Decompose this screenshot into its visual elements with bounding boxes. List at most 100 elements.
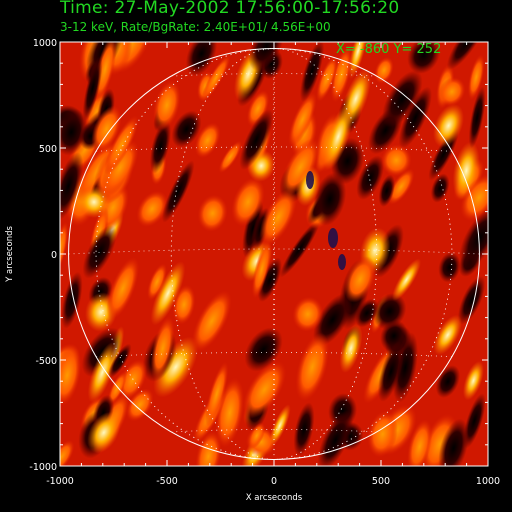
fringe-blob xyxy=(378,174,395,207)
fringe-blob xyxy=(251,239,272,299)
fringe-blob xyxy=(239,108,274,171)
x-axis-label: X arcseconds xyxy=(246,493,303,503)
fringe-blob xyxy=(257,257,282,302)
heatmap-image xyxy=(60,42,488,466)
fringe-blob xyxy=(136,190,168,227)
fringe-blob xyxy=(279,219,321,278)
y-tick-label: 0 xyxy=(51,250,57,261)
y-tick-label: 1000 xyxy=(33,38,57,49)
fringe-blob xyxy=(339,323,363,373)
fringe-blob xyxy=(218,140,243,174)
fringe-blob xyxy=(299,42,325,103)
fringe-blob xyxy=(153,336,199,398)
fringe-blob xyxy=(313,172,347,226)
fringe-blob xyxy=(433,314,462,356)
fringe-blob xyxy=(194,122,221,159)
x-tick-label: 500 xyxy=(372,476,390,487)
fringe-blob xyxy=(317,410,354,466)
fringe-blob xyxy=(150,316,175,381)
fringe-blob xyxy=(356,155,385,200)
fringe-blob xyxy=(150,261,186,326)
fringe-blob xyxy=(316,55,338,102)
fringe-blob xyxy=(205,361,229,427)
fringe-blob xyxy=(377,341,405,402)
fringe-blob xyxy=(60,152,84,221)
fringe-blob xyxy=(382,70,423,128)
fringe-blob xyxy=(293,402,315,457)
fringe-blob xyxy=(462,361,484,401)
fringe-blob xyxy=(468,86,486,149)
fringe-blob xyxy=(107,371,127,406)
cursor-coordinate-readout: X= -860 Y= 252 xyxy=(336,42,442,57)
x-tick-label: 1000 xyxy=(476,476,500,487)
fringe-blob xyxy=(60,108,88,156)
x-tick-label: -1000 xyxy=(46,476,74,487)
fringe-blob xyxy=(268,404,291,448)
fringe-blob xyxy=(108,343,132,378)
fringe-blob xyxy=(292,296,324,332)
fringe-blob xyxy=(244,327,283,372)
fringe-blob xyxy=(106,256,140,320)
longitude-grid-line xyxy=(95,48,453,460)
dark-core-blob xyxy=(338,254,346,270)
fringe-blob xyxy=(407,42,441,74)
fringe-blob xyxy=(149,119,171,174)
fringe-blob xyxy=(153,80,181,130)
y-tick-label: 500 xyxy=(39,144,57,155)
y-tick-label: -1000 xyxy=(29,462,57,473)
x-tick-label: -500 xyxy=(156,476,178,487)
longitude-grid-line xyxy=(170,48,378,460)
fringe-blob xyxy=(407,419,433,466)
fringe-blob xyxy=(313,293,353,346)
fringe-blob xyxy=(372,293,407,330)
fringe-blob xyxy=(398,86,432,149)
fringe-blob xyxy=(242,360,287,419)
fringe-blob xyxy=(248,422,266,449)
fringe-blob xyxy=(191,290,232,352)
fringe-blob xyxy=(126,388,154,422)
fringe-blob xyxy=(103,115,139,175)
fringe-blob xyxy=(231,177,265,227)
energy-rate-subtitle: 3-12 keV, Rate/BgRate: 2.40E+01/ 4.56E+0… xyxy=(60,20,331,34)
fringe-blob xyxy=(460,174,488,222)
fringe-blob xyxy=(438,251,461,283)
fringe-blob xyxy=(248,42,285,71)
fringe-blob xyxy=(101,139,139,196)
fringe-blob xyxy=(344,256,376,303)
fringe-blob xyxy=(61,271,83,329)
fringe-blob xyxy=(295,332,330,402)
fringe-blob xyxy=(433,103,464,148)
fringe-blob xyxy=(87,411,121,454)
fringe-blob xyxy=(381,144,412,177)
fringe-pattern xyxy=(60,42,488,466)
fringe-blob xyxy=(387,168,415,205)
fringe-blob xyxy=(197,194,228,232)
fringe-blob xyxy=(280,138,320,197)
fringe-blob xyxy=(367,410,398,458)
fringe-blob xyxy=(60,440,75,466)
fringe-blob xyxy=(288,92,317,147)
fringe-blob xyxy=(438,418,469,466)
fringe-blob xyxy=(91,105,122,153)
fringe-blob xyxy=(201,54,231,102)
dark-core-blob xyxy=(328,228,338,248)
solar-limb-circle xyxy=(68,48,480,460)
bright-source-blob xyxy=(78,186,110,218)
dark-core-blob xyxy=(306,171,314,189)
fringe-blob xyxy=(161,160,195,223)
fringe-blob xyxy=(467,54,485,100)
x-tick-label: 0 xyxy=(271,476,277,487)
fringe-blob xyxy=(392,258,422,301)
y-axis-label: Y arcseconds xyxy=(5,226,15,283)
fringe-blob xyxy=(195,430,222,466)
fringe-blob xyxy=(171,110,202,148)
fringe-blob xyxy=(323,103,354,171)
axis-ticks: -1000 -500 0 500 1000 1000 500 0 -500 -1000 xyxy=(29,38,500,487)
fringe-blob xyxy=(457,276,486,325)
fringe-blob xyxy=(430,173,450,203)
fringe-blob xyxy=(82,225,117,279)
fringe-blob xyxy=(82,55,103,121)
fringe-blob xyxy=(459,207,488,269)
time-title: Time: 27-May-2002 17:56:00-17:56:20 xyxy=(60,0,400,18)
